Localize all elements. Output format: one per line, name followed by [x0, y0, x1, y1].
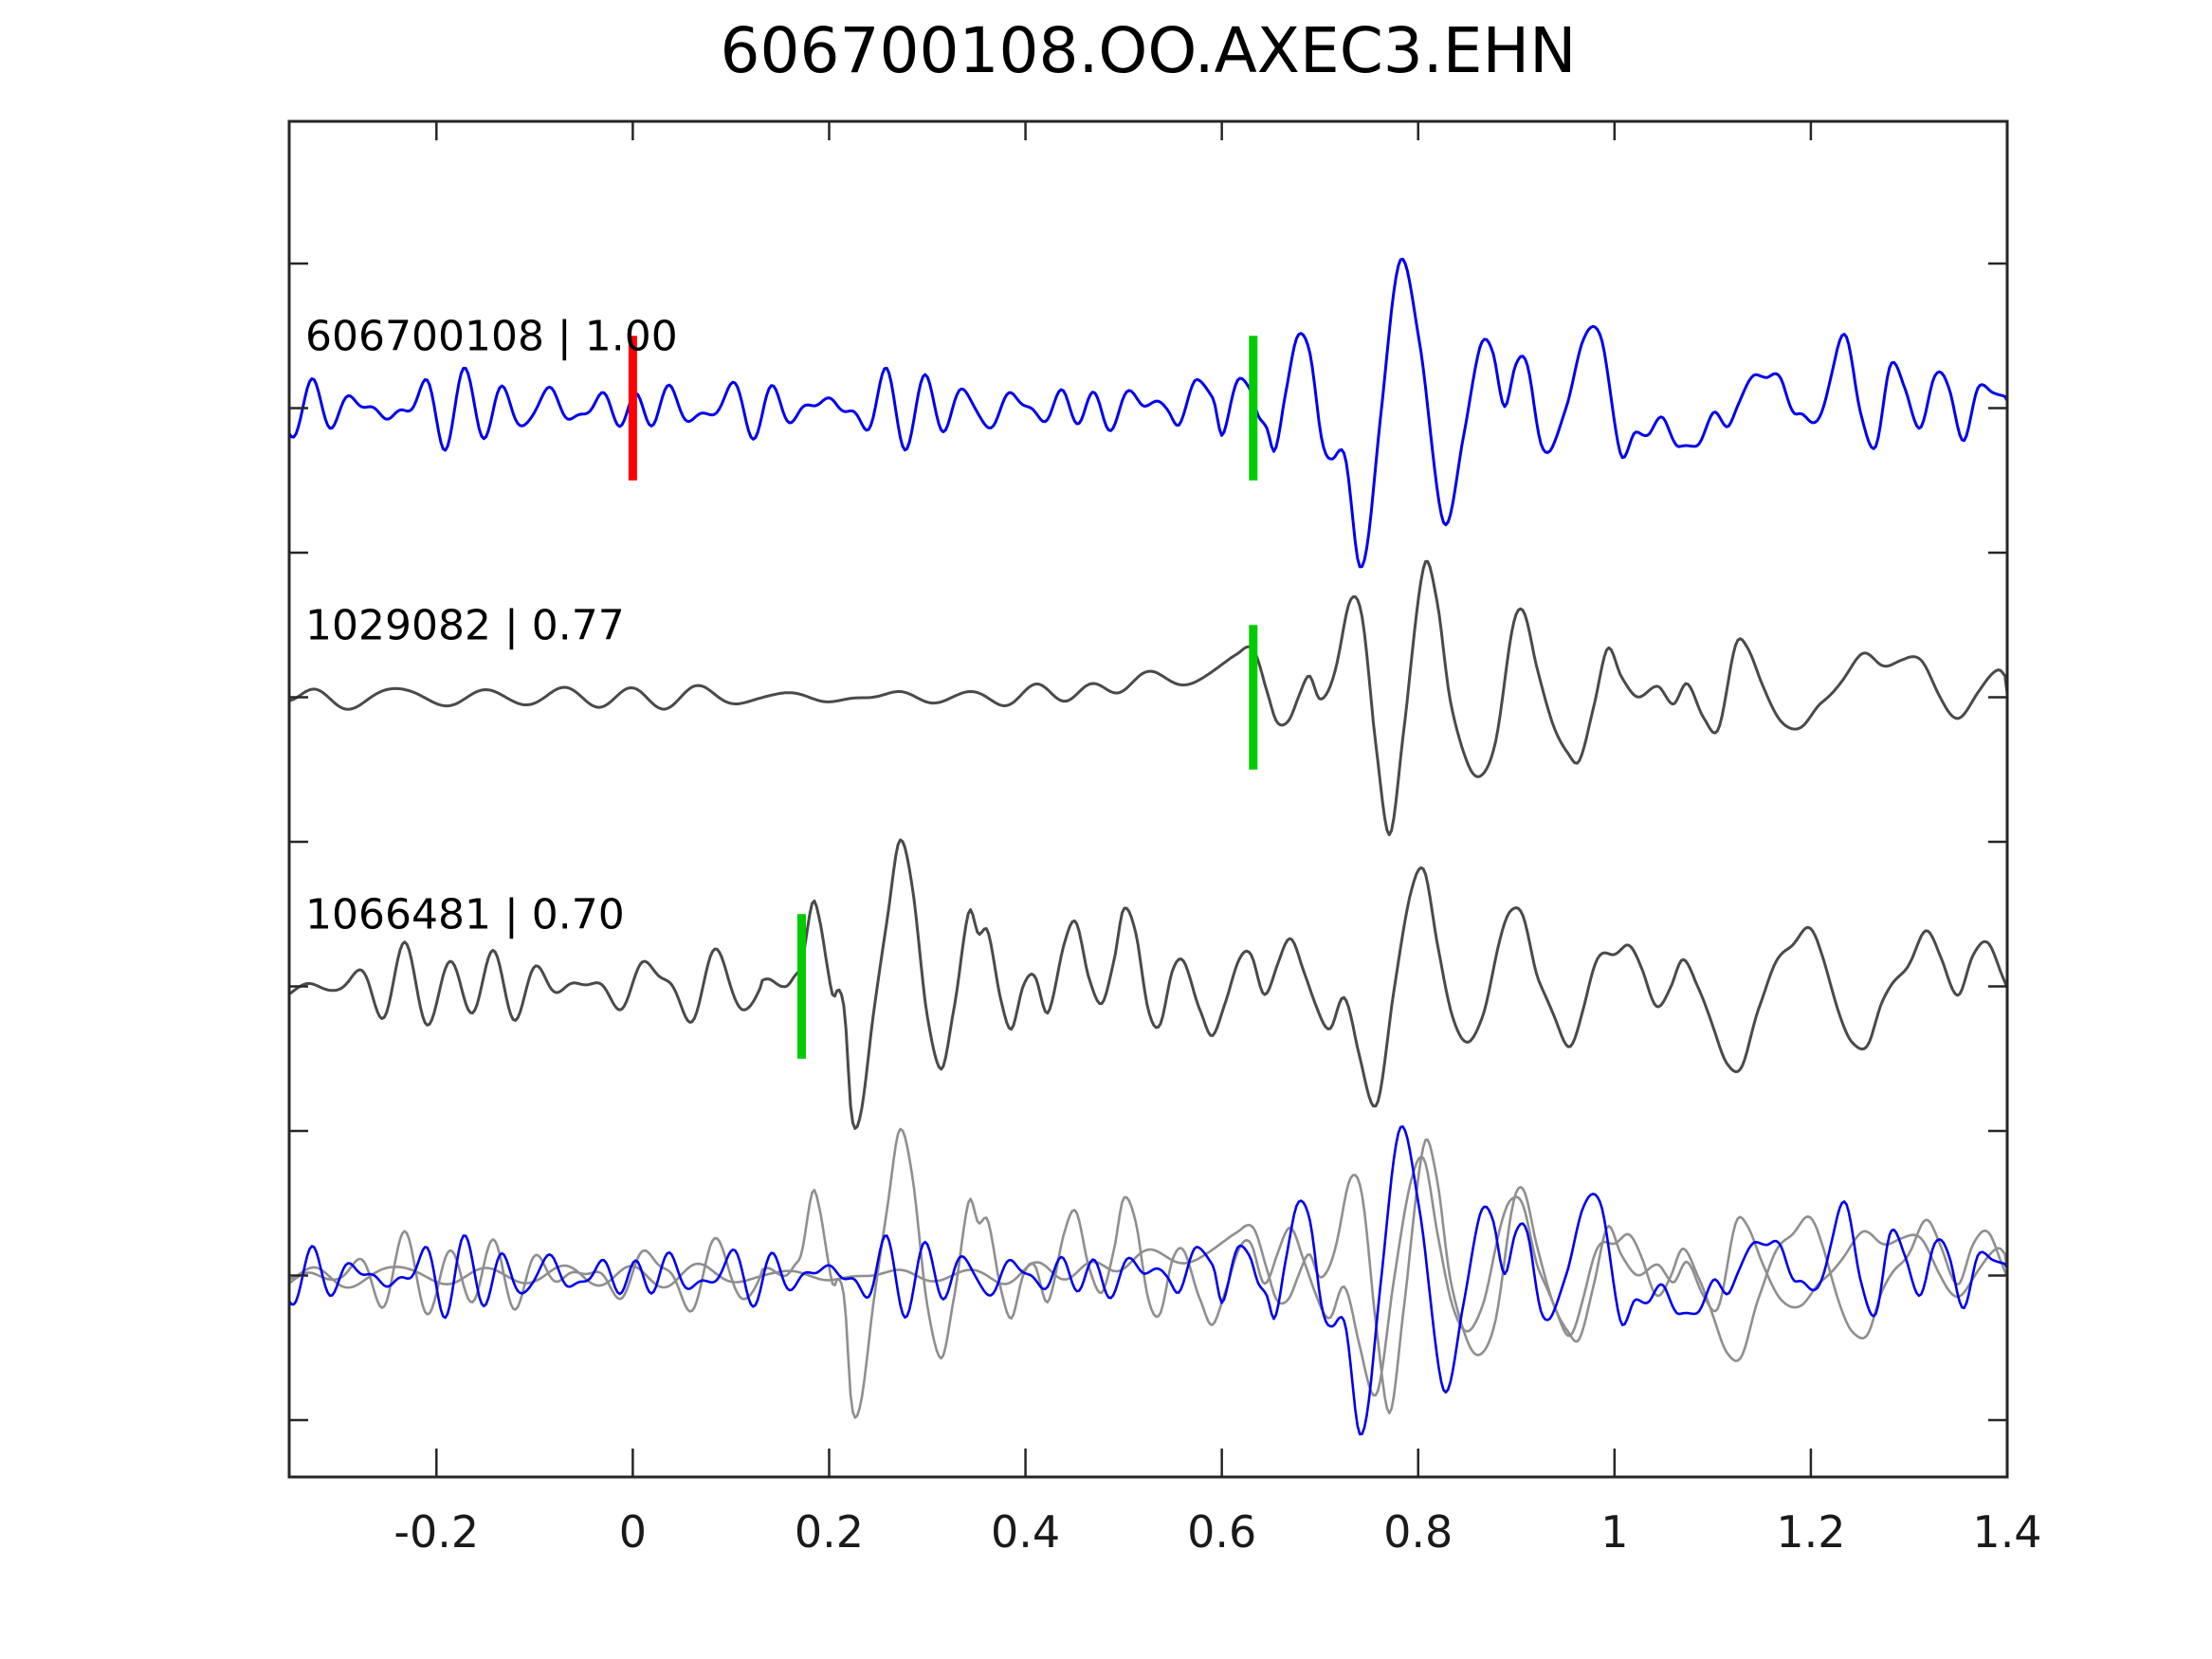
overlay-trace-1066481 — [289, 1127, 2007, 1419]
overlay-trace-1029082 — [289, 1139, 2007, 1414]
axes-layer: -0.2 0 0.2 0.4 0.6 0.8 1 1.2 1.4 — [287, 119, 2042, 1558]
trace-1029082 — [289, 559, 2007, 837]
x-tick-label: 1.4 — [1972, 1506, 2041, 1558]
trace-label-606700108: 606700108 | 1.00 — [305, 313, 678, 361]
x-tick-label: 0.2 — [795, 1506, 864, 1558]
x-tick-label: 0 — [619, 1506, 647, 1558]
x-tick-label: 1.2 — [1776, 1506, 1845, 1558]
overlay-trace-606700108 — [289, 1125, 2007, 1436]
traces-layer — [289, 257, 2007, 1436]
trace-1066481 — [289, 838, 2007, 1130]
plot-title: 606700108.OO.AXEC3.EHN — [721, 14, 1577, 87]
x-tick-label: -0.2 — [393, 1506, 479, 1558]
x-tick-label: 0.4 — [991, 1506, 1060, 1558]
trace-606700108 — [289, 257, 2007, 569]
x-tick-label: 0.6 — [1187, 1506, 1256, 1558]
trace-labels-layer: 606700108 | 1.00 1029082 | 0.77 1066481 | … — [305, 313, 678, 939]
x-tick-label: 0.8 — [1383, 1506, 1453, 1558]
pick-markers-layer — [628, 336, 1258, 1059]
trace-label-1029082: 1029082 | 0.77 — [305, 602, 625, 650]
x-tick-label: 1 — [1600, 1506, 1628, 1558]
trace-label-1066481: 1066481 | 0.70 — [305, 891, 625, 939]
plot-border — [287, 119, 2009, 1479]
